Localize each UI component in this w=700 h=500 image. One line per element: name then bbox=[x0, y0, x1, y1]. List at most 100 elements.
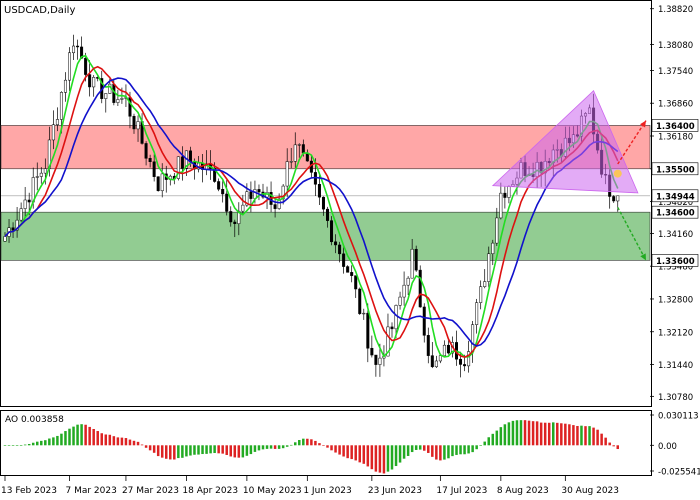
candle-body bbox=[438, 355, 442, 362]
price-tick-label: 1.32120 bbox=[658, 328, 693, 338]
ao-bar bbox=[370, 445, 374, 470]
ao-bar bbox=[112, 436, 116, 446]
candle-body bbox=[499, 192, 503, 219]
ao-bar bbox=[511, 420, 515, 446]
candle-body bbox=[59, 92, 63, 120]
candle-body bbox=[386, 326, 390, 357]
price-tick-label: 1.36860 bbox=[658, 100, 693, 110]
candle-body bbox=[370, 347, 374, 356]
ao-bar bbox=[213, 445, 216, 454]
level-label: 1.33600 bbox=[656, 257, 695, 267]
forecast-arrow-head bbox=[640, 253, 646, 261]
forecast-arrows bbox=[613, 120, 647, 261]
candle-body bbox=[176, 156, 180, 179]
ao-bar bbox=[310, 439, 313, 446]
ao-bar bbox=[60, 433, 63, 446]
ao-bar bbox=[241, 445, 245, 458]
candle-body bbox=[225, 193, 229, 212]
ao-bar bbox=[68, 428, 71, 446]
ao-bar bbox=[261, 445, 265, 450]
symbol-label: USDCAD,Daily bbox=[4, 5, 75, 16]
candle-body bbox=[241, 204, 245, 212]
price-tick-label: 1.38820 bbox=[658, 5, 693, 15]
time-tick-label: 27 Mar 2023 bbox=[122, 486, 179, 496]
candle-body bbox=[326, 208, 329, 221]
ao-bar bbox=[523, 420, 527, 446]
ao-bar bbox=[443, 445, 446, 460]
candle-body bbox=[116, 99, 120, 103]
candle-body bbox=[398, 296, 402, 306]
candle-body bbox=[257, 189, 261, 193]
candle-body bbox=[342, 253, 346, 267]
ao-bar bbox=[398, 445, 402, 463]
ao-bar bbox=[181, 445, 184, 458]
ao-bar bbox=[108, 434, 112, 446]
candle-body bbox=[39, 172, 43, 177]
ao-bar bbox=[15, 445, 19, 446]
ao-bar bbox=[435, 445, 438, 460]
ao-bar bbox=[27, 443, 31, 446]
ao-bar bbox=[608, 442, 611, 446]
ao-bar bbox=[273, 445, 277, 449]
candle-body bbox=[180, 156, 184, 169]
price-axis: 1.38820 1.38080 1.37540 1.36860 1.36180 1.355… bbox=[650, 5, 693, 403]
ao-bar bbox=[576, 425, 579, 446]
price-tick-label: 1.36180 bbox=[658, 133, 693, 143]
ao-tick-label: 0.00 bbox=[658, 442, 677, 452]
ao-bar bbox=[386, 445, 390, 472]
candle-body bbox=[237, 210, 241, 224]
ao-bar bbox=[209, 445, 212, 454]
ma-fast-line bbox=[4, 54, 619, 358]
ao-bar bbox=[281, 445, 285, 449]
time-tick-label: 18 Apr 2023 bbox=[182, 486, 238, 496]
candle-body bbox=[346, 266, 350, 273]
ao-bar bbox=[144, 445, 148, 448]
time-tick-label: 17 Jul 2023 bbox=[436, 486, 487, 496]
ao-bar bbox=[604, 437, 607, 446]
ao-bar bbox=[600, 433, 603, 446]
time-tick-label: 13 Feb 2023 bbox=[1, 486, 57, 496]
ao-bar bbox=[302, 438, 305, 446]
ao-bar bbox=[84, 424, 87, 446]
candle-body bbox=[374, 354, 378, 365]
ao-bar bbox=[503, 424, 507, 446]
ao-bar bbox=[185, 445, 188, 457]
ao-bar bbox=[221, 445, 224, 454]
ao-bar bbox=[225, 445, 228, 455]
ao-bar bbox=[467, 445, 470, 454]
ao-bar bbox=[76, 424, 79, 446]
ao-bar bbox=[350, 445, 353, 460]
ao-bar bbox=[156, 445, 160, 457]
candle-body bbox=[148, 158, 152, 162]
candle-body bbox=[354, 275, 358, 290]
candle-body bbox=[446, 344, 450, 354]
ao-bar bbox=[414, 445, 418, 450]
ao-bar bbox=[136, 441, 140, 446]
ao-bar bbox=[475, 445, 478, 450]
ao-bar bbox=[527, 420, 531, 446]
ao-bar bbox=[36, 441, 39, 446]
level-label-box bbox=[651, 119, 699, 132]
candle-body bbox=[3, 236, 7, 242]
ao-bar bbox=[374, 445, 378, 472]
ao-bar bbox=[495, 430, 499, 446]
ao-bar bbox=[205, 445, 208, 454]
candle-body bbox=[463, 364, 467, 367]
candle-body bbox=[430, 355, 434, 368]
ao-histogram bbox=[3, 420, 619, 474]
ao-bar bbox=[289, 444, 293, 446]
level-labels: 1.36400 1.35500 1.34944 1.34600 1.33600 bbox=[651, 119, 699, 267]
candle-body bbox=[27, 199, 31, 203]
ao-bar bbox=[249, 445, 253, 455]
candle-body bbox=[459, 358, 463, 365]
candle-body bbox=[297, 144, 301, 146]
ao-bar bbox=[406, 445, 410, 456]
time-tick-label: 1 Jun 2023 bbox=[303, 486, 351, 496]
pivot-marker bbox=[613, 169, 622, 178]
candle-body bbox=[301, 144, 305, 154]
candle-body bbox=[321, 196, 325, 210]
ao-bar bbox=[362, 445, 366, 464]
candle-body bbox=[19, 208, 23, 221]
ao-bar bbox=[487, 437, 490, 446]
forecast-arrow-head bbox=[639, 120, 646, 128]
